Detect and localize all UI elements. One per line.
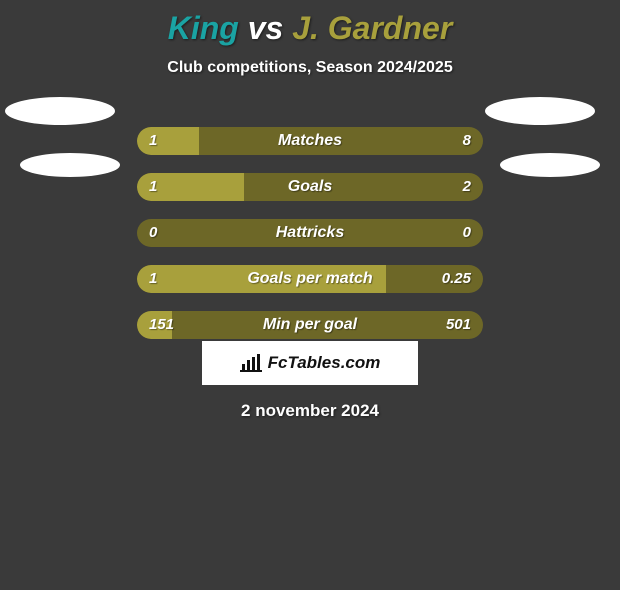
stat-label: Matches: [137, 127, 483, 155]
stat-bar: 151501Min per goal: [137, 311, 483, 339]
stat-label: Min per goal: [137, 311, 483, 339]
stat-bar: 18Matches: [137, 127, 483, 155]
stat-label: Goals: [137, 173, 483, 201]
player2-avatar-top: [485, 97, 595, 125]
subtitle: Club competitions, Season 2024/2025: [0, 59, 620, 77]
title-player1: King: [168, 10, 239, 46]
page-title: King vs J. Gardner: [0, 10, 620, 47]
stat-label: Goals per match: [137, 265, 483, 293]
player1-avatar-top: [5, 97, 115, 125]
date-text: 2 november 2024: [0, 401, 620, 421]
comparison-area: 18Matches 12Goals 00Hattricks 10.25Goals pe…: [0, 77, 620, 337]
stat-bars: 18Matches 12Goals 00Hattricks 10.25Goals pe…: [137, 127, 483, 357]
player2-avatar-bot: [500, 153, 600, 177]
title-player2: J. Gardner: [292, 10, 452, 46]
stat-bar: 10.25Goals per match: [137, 265, 483, 293]
stat-bar: 00Hattricks: [137, 219, 483, 247]
stat-label: Hattricks: [137, 219, 483, 247]
title-vs: vs: [248, 10, 284, 46]
stat-bar: 12Goals: [137, 173, 483, 201]
player1-avatar-bot: [20, 153, 120, 177]
